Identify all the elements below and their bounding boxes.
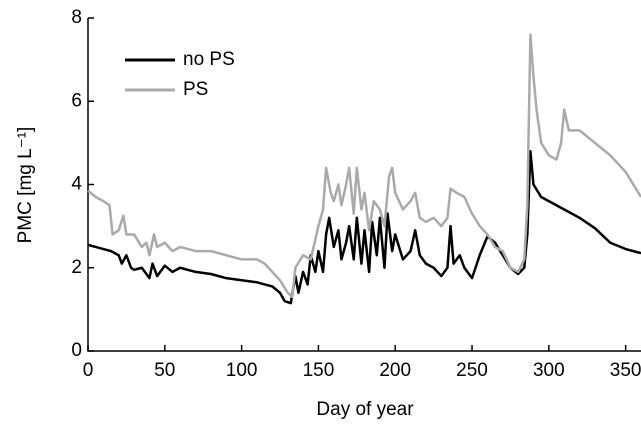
legend-label: no PS bbox=[183, 49, 235, 70]
x-tick-label: 0 bbox=[83, 360, 94, 381]
y-tick-label: 4 bbox=[71, 174, 82, 195]
y-tick-label: 0 bbox=[71, 340, 82, 361]
x-tick-label: 150 bbox=[303, 360, 335, 381]
legend-label: PS bbox=[183, 79, 208, 100]
x-tick-label: 350 bbox=[610, 360, 641, 381]
y-axis-label: PMC [mg L⁻¹] bbox=[15, 127, 36, 244]
x-axis-label: Day of year bbox=[316, 399, 414, 420]
data-line bbox=[87, 33, 641, 299]
y-tick-label: 2 bbox=[71, 257, 82, 278]
x-tick-label: 250 bbox=[456, 360, 488, 381]
y-tick-label: 6 bbox=[71, 90, 82, 111]
y-tick-label: 8 bbox=[71, 7, 82, 28]
x-tick-label: 300 bbox=[533, 360, 565, 381]
x-tick-label: 50 bbox=[154, 360, 175, 381]
x-tick-label: 100 bbox=[226, 360, 258, 381]
x-tick-label: 200 bbox=[379, 360, 411, 381]
data-line bbox=[87, 149, 641, 305]
axes-frame bbox=[87, 18, 641, 352]
